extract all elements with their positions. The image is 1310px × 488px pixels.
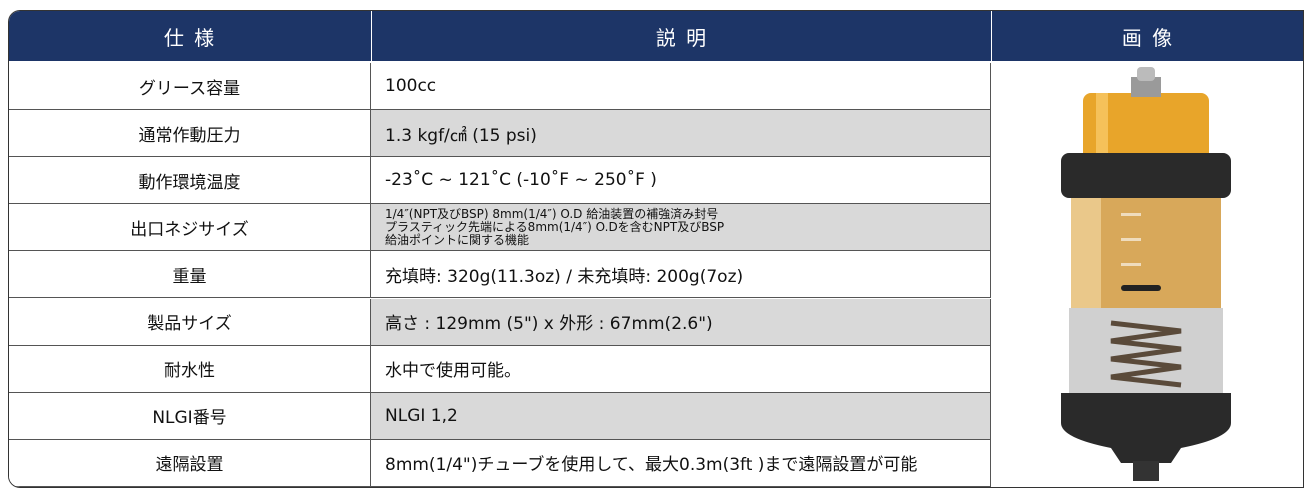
desc-line: プラスティック先端による8mm(1/4″) O.Dを含むNPT及びBSP [385,219,725,234]
desc-cell: 100cc [371,63,991,111]
header-cell: 仕 様 [9,11,371,61]
spec-cell: NLGI番号 [9,392,371,440]
spec-cell: 遠隔設置 [9,439,371,487]
desc-line: 給油ポイントに関する機能 [385,232,530,247]
spec-cell: 重量 [9,251,371,299]
desc-cell: 8mm(1/4")チューブを使用して、最大0.3m(3ft )まで遠隔設置が可能 [371,439,991,487]
spec-cell: 通常作動圧力 [9,110,371,158]
desc-line: 1.3 kgf/㎠ (15 psi) [385,125,537,146]
spec-cell: 耐水性 [9,345,371,393]
desc-cell: -23˚C ~ 121˚C (-10˚F ~ 250˚F ) [371,157,991,205]
desc-line: 充填時: 320g(11.3oz) / 未充填時: 200g(7oz) [385,266,744,287]
desc-line: NLGI 1,2 [385,405,458,426]
desc-line: 高さ : 129mm (5") x 外形 : 67mm(2.6") [385,314,713,335]
desc-cell: 充填時: 320g(11.3oz) / 未充填時: 200g(7oz) [371,251,991,299]
desc-cell: 水中で使用可能。 [371,345,991,393]
spec-cell: 製品サイズ [9,298,371,346]
product-image [1061,67,1231,481]
header-cell: 画 像 [991,11,1303,61]
desc-line: 8mm(1/4")チューブを使用して、最大0.3m(3ft )まで遠隔設置が可能 [385,455,918,476]
desc-line: 100cc [385,76,437,97]
spec-cell: 動作環境温度 [9,157,371,205]
spec-table: 仕 様 説 明 画 像 グリース容量 100cc 通常作動圧力 1.3 kgf/㎠ (… [8,10,1304,488]
spec-cell: 出口ネジサイズ [9,204,371,252]
desc-line: 水中で使用可能。 [385,361,521,382]
desc-cell: 1/4″(NPT及びBSP) 8mm(1/4″) O.D 給油装置の補強済み封号… [371,204,991,252]
spec-cell: グリース容量 [9,63,371,111]
desc-line: 1/4″(NPT及びBSP) 8mm(1/4″) O.D 給油装置の補強済み封号 [385,206,719,221]
header-cell: 説 明 [371,11,992,61]
desc-cell: 高さ : 129mm (5") x 外形 : 67mm(2.6") [371,298,991,346]
desc-cell: NLGI 1,2 [371,392,991,440]
desc-cell: 1.3 kgf/㎠ (15 psi) [371,110,991,158]
desc-line: -23˚C ~ 121˚C (-10˚F ~ 250˚F ) [385,170,657,191]
